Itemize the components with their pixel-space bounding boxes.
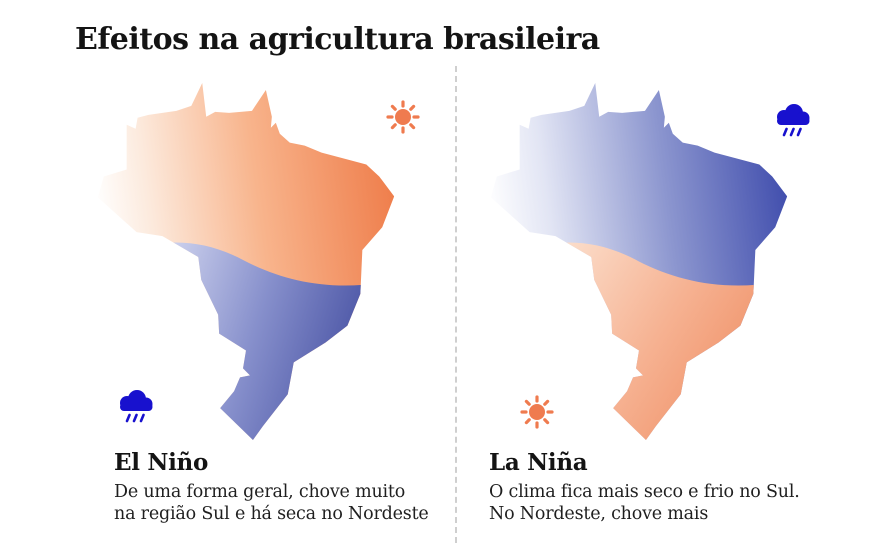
sun-icon bbox=[520, 395, 554, 429]
page-title: Efeitos na agricultura brasileira bbox=[75, 22, 600, 57]
la-nina-heading: La Niña bbox=[489, 449, 588, 476]
caption-el-nino: El Niño De uma forma geral, chove muito … bbox=[114, 449, 474, 525]
la-nina-description-line2: No Nordeste, chove mais bbox=[489, 504, 709, 524]
rain-cloud-icon bbox=[777, 104, 810, 137]
sun-icon bbox=[386, 100, 420, 134]
rain-cloud-icon bbox=[120, 390, 153, 423]
el-nino-description-line2: na região Sul e há seca no Nordeste bbox=[114, 504, 429, 524]
el-nino-heading: El Niño bbox=[114, 449, 208, 476]
el-nino-description-line1: De uma forma geral, chove muito bbox=[114, 482, 406, 502]
brazil-map-la-nina bbox=[490, 82, 788, 440]
panel-divider bbox=[455, 66, 457, 543]
caption-la-nina: La Niña O clima fica mais seco e frio no… bbox=[489, 449, 849, 525]
la-nina-description-line1: O clima fica mais seco e frio no Sul. bbox=[489, 482, 800, 502]
brazil-map-el-nino bbox=[97, 82, 395, 440]
